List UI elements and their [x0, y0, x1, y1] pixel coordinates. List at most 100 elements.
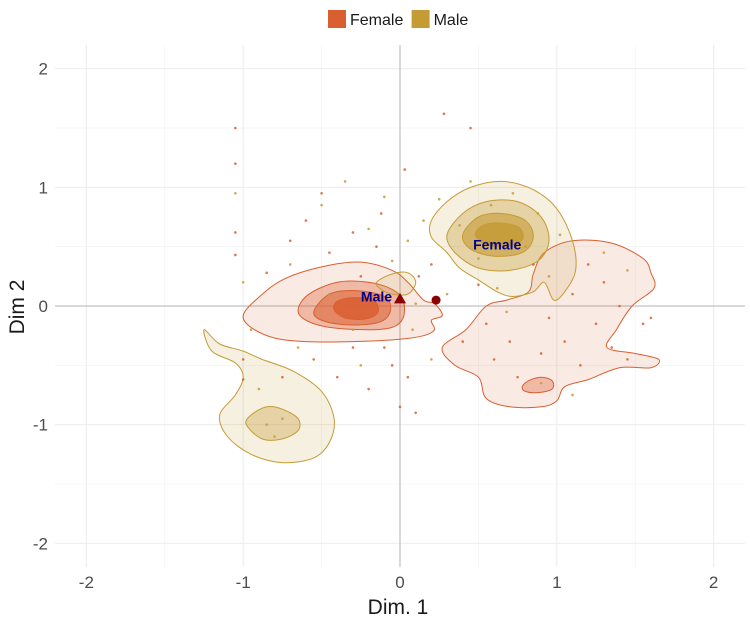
scatter-point-female — [379, 212, 383, 215]
scatter-point-female — [234, 162, 237, 165]
scatter-point-male — [524, 245, 527, 248]
scatter-point-male — [458, 224, 461, 227]
scatter-point-female — [390, 364, 394, 367]
scatter-point-female — [516, 375, 519, 379]
centroid-marker-male — [394, 292, 406, 304]
scatter-point-male — [367, 227, 370, 231]
density-contour-male-level-4 — [474, 222, 524, 248]
scatter-point-male — [343, 180, 347, 183]
scatter-point-male — [558, 233, 562, 237]
scatter-point-female — [312, 358, 316, 361]
scatter-point-female — [351, 231, 355, 234]
scatter-point-male — [249, 328, 253, 332]
scatter-point-female — [563, 340, 566, 343]
centroid-label-female: Female — [473, 236, 521, 252]
density-contour-male-level-1 — [203, 329, 335, 464]
y-tick-label: -1 — [33, 416, 48, 435]
scatter-point-male — [296, 346, 300, 349]
scatter-point-female — [359, 275, 363, 278]
scatter-point-male — [505, 310, 508, 314]
scatter-point-male — [414, 302, 417, 305]
centroid-label-male: Male — [361, 289, 392, 305]
scatter-point-female — [241, 358, 245, 361]
scatter-point-female — [234, 126, 237, 130]
scatter-point-female — [484, 322, 488, 326]
legend-label-female: Female — [350, 12, 403, 29]
x-tick-label: -2 — [79, 573, 94, 592]
scatter-point-female — [626, 358, 629, 361]
scatter-point-female — [602, 280, 606, 284]
scatter-point-male — [320, 203, 323, 207]
scatter-point-male — [495, 286, 499, 290]
scatter-point-male — [288, 263, 292, 266]
x-axis-title: Dim. 1 — [368, 596, 429, 619]
scatter-point-female — [594, 322, 598, 326]
scatter-point-female — [403, 168, 407, 171]
y-axis-ticks: -2 -1 0 1 2 — [33, 60, 48, 554]
y-tick-label: 1 — [39, 178, 48, 197]
scatter-point-female — [547, 316, 551, 320]
scatter-point-male — [602, 251, 606, 254]
centroid-markers — [394, 292, 441, 305]
scatter-point-female — [335, 375, 339, 379]
scatter-point-male — [547, 275, 551, 278]
scatter-point-female — [618, 304, 621, 308]
x-tick-label: -1 — [236, 573, 251, 592]
scatter-point-female — [328, 251, 331, 254]
y-tick-label: 0 — [39, 297, 48, 316]
scatter-point-male — [489, 203, 493, 207]
scatter-point-male — [437, 197, 441, 201]
scatter-point-female — [383, 346, 386, 349]
scatter-point-female — [351, 346, 355, 349]
y-axis-title: Dim 2 — [6, 280, 29, 335]
scatter-point-female — [586, 263, 590, 266]
scatter-point-male — [626, 269, 629, 272]
scatter-point-male — [445, 292, 449, 296]
scatter-point-female — [430, 263, 433, 266]
density-contour-male-level-1 — [375, 271, 417, 296]
scatter-point-female — [241, 378, 245, 381]
scatter-point-female — [641, 322, 645, 326]
scatter-point-female — [320, 191, 323, 195]
scatter-point-female — [398, 405, 402, 409]
scatter-point-female — [539, 352, 543, 355]
scatter-point-male — [500, 227, 504, 231]
scatter-point-female — [406, 375, 410, 379]
scatter-point-female — [367, 387, 370, 391]
y-tick-label: 2 — [39, 60, 48, 79]
scatter-point-male — [281, 417, 284, 421]
scatter-point-male — [390, 259, 394, 263]
scatter-point-female — [610, 346, 614, 349]
scatter-point-male — [359, 364, 363, 367]
scatter-point-female — [234, 231, 237, 234]
scatter-point-female — [417, 275, 421, 278]
scatter-point-female — [531, 263, 535, 266]
zero-lines — [55, 45, 745, 567]
scatter-point-male — [536, 212, 540, 215]
scatter-point-female — [234, 253, 237, 257]
density-contour-female-level-4 — [333, 297, 379, 320]
scatter-point-female — [477, 283, 480, 286]
density-contour-female-level-1 — [441, 239, 661, 409]
density-contours — [203, 180, 661, 464]
scatter-point-male — [511, 191, 515, 195]
scatter-point-male — [351, 328, 355, 332]
y-tick-label: -2 — [33, 534, 48, 553]
centroid-marker-female — [431, 295, 441, 305]
scatter-point-male — [234, 191, 237, 195]
scatter-point-male — [257, 387, 261, 391]
scatter-point-female — [508, 340, 512, 343]
legend-item-male: Male — [411, 10, 468, 29]
scatter-point-female — [281, 375, 284, 379]
legend-key-male — [411, 10, 430, 28]
scatter-point-male — [411, 328, 414, 332]
scatter-point-female — [649, 316, 653, 320]
scatter-points — [234, 112, 653, 438]
scatter-point-male — [539, 381, 543, 385]
scatter-point-female — [375, 245, 378, 248]
scatter-point-female — [304, 219, 308, 222]
x-tick-label: 0 — [395, 573, 404, 592]
legend-key-female — [328, 10, 346, 28]
scatter-point-male — [328, 292, 331, 296]
